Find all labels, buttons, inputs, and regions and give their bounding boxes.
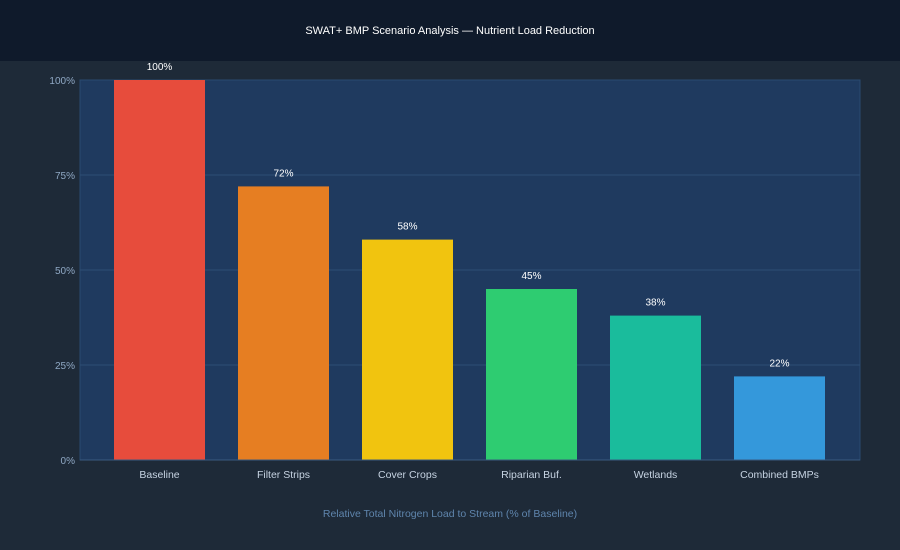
y-tick-label: 50% xyxy=(55,266,75,277)
x-tick-label: Wetlands xyxy=(634,469,678,481)
bar-value-label: 72% xyxy=(273,168,293,179)
x-axis-label: Relative Total Nitrogen Load to Stream (… xyxy=(322,508,578,520)
bar-value-label: 100% xyxy=(147,62,173,73)
bar-value-label: 58% xyxy=(397,222,417,233)
x-tick-label: Baseline xyxy=(139,469,179,481)
bar xyxy=(486,289,577,460)
chart-title: SWAT+ BMP Scenario Analysis — Nutrient L… xyxy=(305,24,595,37)
x-tick-label: Cover Crops xyxy=(378,469,437,481)
bar xyxy=(362,239,453,460)
y-tick-label: 75% xyxy=(55,171,75,182)
x-tick-label: Filter Strips xyxy=(257,469,310,481)
y-tick-label: 0% xyxy=(61,456,76,467)
bar xyxy=(114,80,205,460)
y-tick-label: 25% xyxy=(55,361,75,372)
bar-value-label: 38% xyxy=(645,298,665,309)
bar-value-label: 45% xyxy=(521,271,541,282)
bar-value-label: 22% xyxy=(769,358,789,369)
x-tick-label: Riparian Buf. xyxy=(501,469,562,481)
bar xyxy=(734,376,825,460)
x-tick-label: Combined BMPs xyxy=(740,469,819,481)
title-bar: SWAT+ BMP Scenario Analysis — Nutrient L… xyxy=(0,0,900,61)
y-tick-label: 100% xyxy=(49,76,75,87)
bar xyxy=(610,315,701,460)
bar xyxy=(238,186,329,460)
